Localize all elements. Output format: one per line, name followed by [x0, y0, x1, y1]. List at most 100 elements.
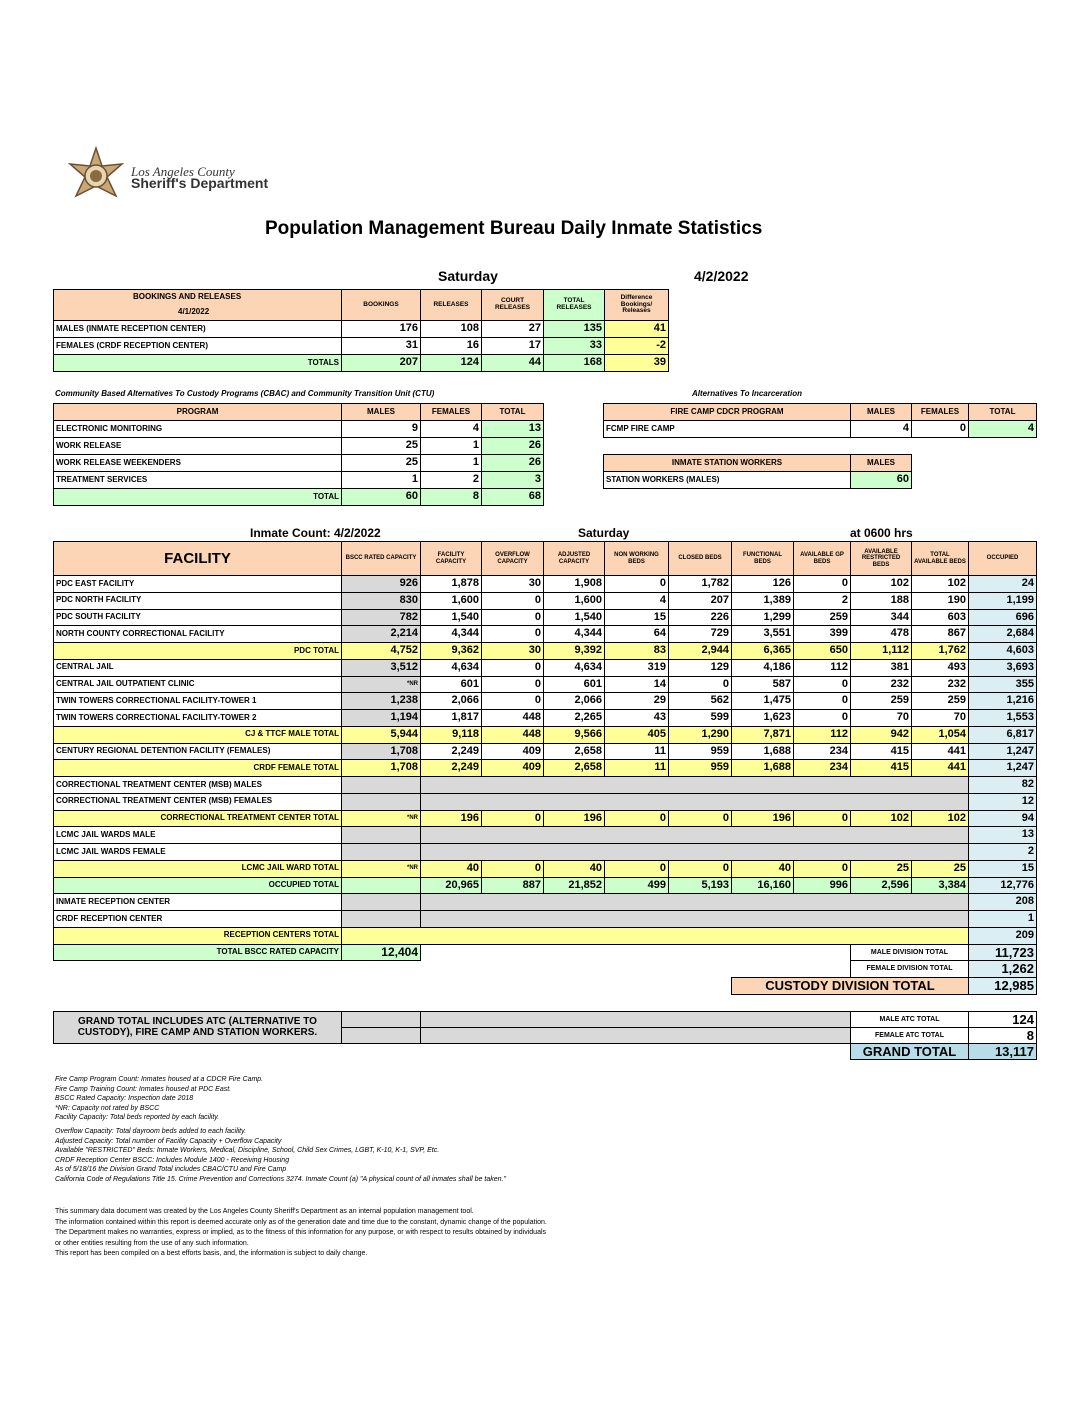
value: 409 [481, 759, 544, 777]
row-label: PDC EAST FACILITY [53, 575, 342, 593]
row-label: PDC NORTH FACILITY [53, 591, 342, 610]
column-header: AVAILABLE GP BEDS [793, 541, 851, 576]
footnote: CRDF Reception Center BSCC: Includes Mod… [55, 1156, 290, 1164]
footnote: Available "RESTRICTED" Beds: Inmate Work… [55, 1147, 440, 1155]
value: 124 [420, 354, 482, 372]
value: 102 [911, 809, 969, 828]
row-label: LCMC JAIL WARDS FEMALE [53, 843, 342, 861]
value: 0 [604, 809, 669, 828]
bookings-date: 4/1/2022 [178, 307, 210, 316]
row-label: STATION WORKERS (MALES) [603, 471, 851, 489]
value: 188 [850, 591, 912, 610]
division-label: FEMALE DIVISION TOTAL [850, 960, 969, 978]
value: 996 [793, 876, 851, 895]
value: 0 [481, 608, 544, 627]
value: 1,475 [731, 692, 794, 710]
value: 448 [481, 709, 544, 727]
value: 1,262 [968, 960, 1037, 978]
row-label: TOTALS [53, 354, 342, 372]
value: 5,944 [341, 725, 421, 744]
value: 6,817 [968, 725, 1037, 744]
value: 0 [793, 692, 851, 710]
value: 196 [543, 809, 605, 828]
value: 887 [481, 876, 544, 895]
row-label: LCMC JAIL WARD TOTAL [53, 859, 342, 878]
value: 33 [543, 337, 605, 355]
value: 209 [968, 926, 1037, 945]
row-label: NORTH COUNTY CORRECTIONAL FACILITY [53, 625, 342, 643]
alternatives-caption: Alternatives To Incarceration [692, 389, 802, 398]
value: 1,908 [543, 575, 605, 593]
bookings-header [53, 289, 342, 321]
row-label: RECEPTION CENTERS TOTAL [53, 926, 342, 945]
footnote: Fire Camp Training Count: Inmates housed… [55, 1085, 232, 1093]
value: 603 [911, 608, 969, 627]
row-label: CORRECTIONAL TREATMENT CENTER (MSB) FEMA… [53, 792, 342, 811]
value: 1,762 [911, 642, 969, 660]
blank [420, 1011, 851, 1028]
value: 12,404 [341, 943, 421, 962]
column-header: ADJUSTED CAPACITY [543, 541, 605, 576]
row-label: TWIN TOWERS CORRECTIONAL FACILITY-TOWER … [53, 692, 342, 710]
column-header: FIRE CAMP CDCR PROGRAM [603, 403, 851, 421]
footnote: California Code of Regulations Title 15.… [55, 1176, 506, 1183]
cbac-caption: Community Based Alternatives To Custody … [55, 389, 435, 398]
grand-note: GRAND TOTAL INCLUDES ATC (ALTERNATIVE TO… [53, 1011, 342, 1044]
value: 3,551 [731, 625, 794, 643]
value: 729 [668, 625, 732, 643]
row-label: MALES (INMATE RECEPTION CENTER) [53, 320, 342, 338]
blank [341, 792, 421, 811]
value: 1,112 [850, 642, 912, 660]
value: 4,344 [420, 625, 482, 643]
value: 232 [911, 675, 969, 694]
value: 3,512 [341, 658, 421, 677]
value: 12 [968, 792, 1037, 811]
value: 1 [968, 910, 1037, 928]
sheriff-star [67, 146, 125, 198]
blank [420, 792, 969, 811]
value: 409 [481, 742, 544, 761]
value: 441 [911, 759, 969, 777]
value: 926 [341, 575, 421, 593]
row-label: CENTRAL JAIL OUTPATIENT CLINIC [53, 675, 342, 694]
bookings-title: BOOKINGS AND RELEASES [133, 292, 242, 301]
value: 226 [668, 608, 732, 627]
value: 0 [793, 859, 851, 878]
blank [341, 876, 421, 895]
value: 13 [968, 826, 1037, 844]
value: 25 [341, 454, 421, 472]
value: 29 [604, 692, 669, 710]
row-label: FEMALES (CRDF RECEPTION CENTER) [53, 337, 342, 355]
blank [341, 843, 421, 861]
value: 3,693 [968, 658, 1037, 677]
column-header: COURT RELEASES [481, 289, 544, 321]
value: 601 [420, 675, 482, 694]
value: *NR [341, 859, 421, 878]
value: 5,193 [668, 876, 732, 895]
value: 1,688 [731, 759, 794, 777]
value: 1,194 [341, 709, 421, 727]
column-header: OCCUPIED [968, 541, 1037, 576]
inmate-count-day: Saturday [578, 526, 630, 540]
value: 31 [341, 337, 421, 355]
column-header: INMATE STATION WORKERS [603, 454, 851, 472]
value: 1,247 [968, 759, 1037, 777]
column-header: FACILITY [53, 541, 342, 576]
value: 1,290 [668, 725, 732, 744]
footnote: Adjusted Capacity: Total number of Facil… [55, 1137, 282, 1145]
value: 1,708 [341, 759, 421, 777]
value: 4 [604, 591, 669, 610]
value: 4 [420, 420, 482, 438]
value: 1,623 [731, 709, 794, 727]
value: 234 [793, 759, 851, 777]
row-label: TREATMENT SERVICES [53, 471, 342, 489]
blank [420, 776, 969, 794]
value: 15 [968, 859, 1037, 878]
value: 830 [341, 591, 421, 610]
value: 499 [604, 876, 669, 895]
value: 14 [604, 675, 669, 694]
value: 70 [911, 709, 969, 727]
logo-county: Los Angeles County [131, 164, 235, 179]
value: 112 [793, 725, 851, 744]
value: 40 [420, 859, 482, 878]
